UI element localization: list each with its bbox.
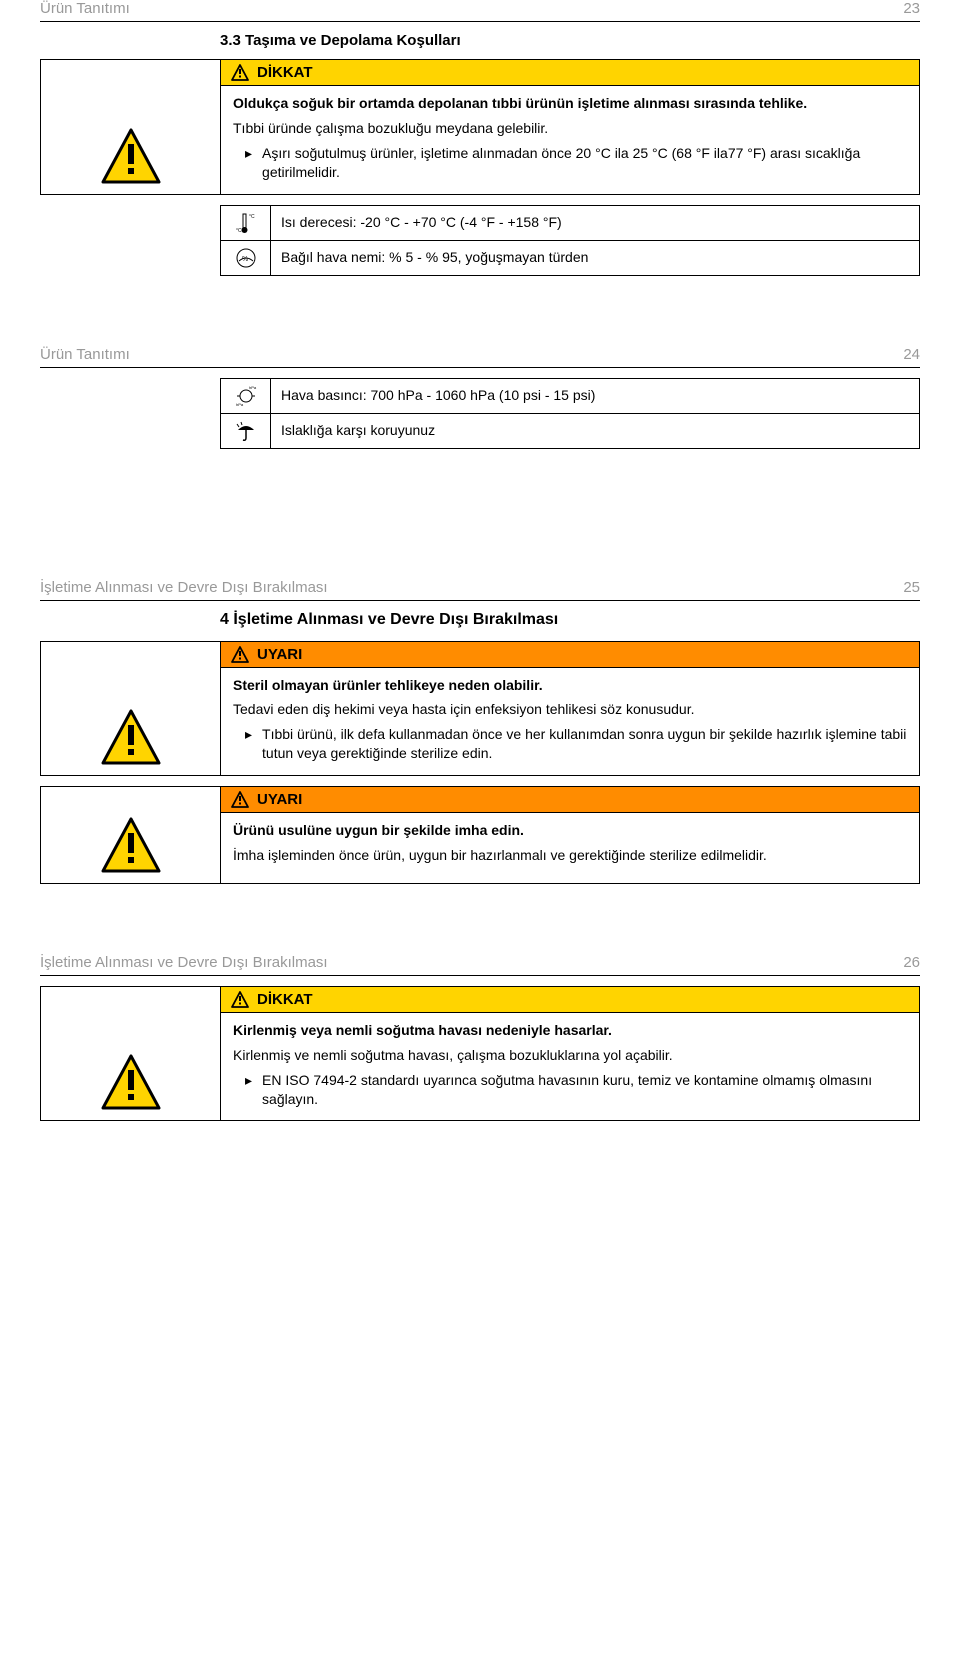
caution-lead: Oldukça soğuk bir ortamda depolanan tıbb…	[233, 95, 807, 111]
icon-cell	[221, 206, 271, 240]
running-header: İşletime Alınması ve Devre Dışı Bırakılm…	[40, 954, 920, 971]
caution-lead: Kirlenmiş veya nemli soğutma havası nede…	[233, 1022, 612, 1038]
icon-cell	[221, 379, 271, 413]
page-number: 26	[903, 954, 920, 971]
caution-box: DİKKAT Kirlenmiş veya nemli soğutma hava…	[40, 986, 920, 1122]
warning-label: UYARI	[257, 646, 302, 663]
page-23: Ürün Tanıtımı 23 3.3 Taşıma ve Depolama …	[0, 0, 960, 276]
icon-cell	[221, 241, 271, 275]
warning-triangle-icon	[101, 817, 161, 873]
small-warning-icon	[231, 64, 249, 81]
bullet-text: Tıbbi ürünü, ilk defa kullanmadan önce v…	[262, 725, 907, 763]
warning-label-bar: UYARI	[221, 787, 919, 813]
warning-text: İmha işleminden önce ürün, uygun bir haz…	[233, 846, 907, 865]
caution-box: DİKKAT Oldukça soğuk bir ortamda depolan…	[40, 59, 920, 195]
table-row: Hava basıncı: 700 hPa - 1060 hPa (10 psi…	[221, 379, 919, 414]
table-row: Bağıl hava nemi: % 5 - % 95, yoğuşmayan …	[221, 241, 919, 275]
humidity-range: Bağıl hava nemi: % 5 - % 95, yoğuşmayan …	[271, 241, 919, 275]
table-row: Isı derecesi: -20 °C - +70 °C (-4 °F - +…	[221, 206, 919, 241]
warning-bullet: ▸ Tıbbi ürünü, ilk defa kullanmadan önce…	[245, 725, 907, 763]
caution-label: DİKKAT	[257, 64, 313, 81]
bullet-text: EN ISO 7494-2 standardı uyarınca soğutma…	[262, 1071, 907, 1109]
caution-text: Kirlenmiş ve nemli soğutma havası, çalış…	[233, 1046, 907, 1065]
caution-bullet: ▸ Aşırı soğutulmuş ürünler, işletime alı…	[245, 144, 907, 182]
warning-content: UYARI Ürünü usulüne uygun bir şekilde im…	[221, 787, 919, 883]
warning-label: UYARI	[257, 791, 302, 808]
bullet-marker: ▸	[245, 144, 252, 182]
header-title: Ürün Tanıtımı	[40, 0, 130, 17]
caution-label: DİKKAT	[257, 991, 313, 1008]
caution-body: Kirlenmiş veya nemli soğutma havası nede…	[221, 1013, 919, 1121]
bullet-marker: ▸	[245, 725, 252, 763]
warning-text: Tedavi eden diş hekimi veya hasta için e…	[233, 700, 907, 719]
header-title: Ürün Tanıtımı	[40, 346, 130, 363]
caution-label-bar: DİKKAT	[221, 987, 919, 1013]
storage-conditions-table: Hava basıncı: 700 hPa - 1060 hPa (10 psi…	[220, 378, 920, 449]
warning-icon-cell	[41, 787, 221, 883]
icon-cell	[221, 414, 271, 448]
warning-box: UYARI Ürünü usulüne uygun bir şekilde im…	[40, 786, 920, 884]
warning-triangle-icon	[101, 709, 161, 765]
page-number: 25	[903, 579, 920, 596]
warning-triangle-icon	[101, 1054, 161, 1110]
warning-icon-cell	[41, 987, 221, 1121]
warning-icon-cell	[41, 60, 221, 194]
header-title: İşletime Alınması ve Devre Dışı Bırakılm…	[40, 579, 328, 596]
caution-content: DİKKAT Oldukça soğuk bir ortamda depolan…	[221, 60, 919, 194]
bullet-marker: ▸	[245, 1071, 252, 1109]
caution-content: DİKKAT Kirlenmiş veya nemli soğutma hava…	[221, 987, 919, 1121]
warning-lead: Steril olmayan ürünler tehlikeye neden o…	[233, 677, 543, 693]
warning-triangle-icon	[101, 128, 161, 184]
running-header: Ürün Tanıtımı 24	[40, 346, 920, 363]
storage-conditions-table: Isı derecesi: -20 °C - +70 °C (-4 °F - +…	[220, 205, 920, 276]
page-26: İşletime Alınması ve Devre Dışı Bırakılm…	[0, 954, 960, 1122]
warning-content: UYARI Steril olmayan ürünler tehlikeye n…	[221, 642, 919, 776]
table-row: Islaklığa karşı koruyunuz	[221, 414, 919, 448]
warning-icon-cell	[41, 642, 221, 776]
bullet-text: Aşırı soğutulmuş ürünler, işletime alınm…	[262, 144, 907, 182]
warning-body: Steril olmayan ürünler tehlikeye neden o…	[221, 668, 919, 776]
page-25: İşletime Alınması ve Devre Dışı Bırakılm…	[0, 579, 960, 884]
page-number: 23	[903, 0, 920, 17]
header-title: İşletime Alınması ve Devre Dışı Bırakılm…	[40, 954, 328, 971]
section-heading: 3.3 Taşıma ve Depolama Koşulları	[220, 32, 920, 49]
header-rule	[40, 367, 920, 368]
header-rule	[40, 975, 920, 976]
pressure-icon	[235, 385, 257, 407]
header-rule	[40, 21, 920, 22]
pressure-range: Hava basıncı: 700 hPa - 1060 hPa (10 psi…	[271, 379, 919, 413]
caution-body: Oldukça soğuk bir ortamda depolanan tıbb…	[221, 86, 919, 194]
warning-lead: Ürünü usulüne uygun bir şekilde imha edi…	[233, 822, 524, 838]
warning-box: UYARI Steril olmayan ürünler tehlikeye n…	[40, 641, 920, 777]
running-header: Ürün Tanıtımı 23	[40, 0, 920, 17]
caution-text: Tıbbi üründe çalışma bozukluğu meydana g…	[233, 119, 907, 138]
caution-label-bar: DİKKAT	[221, 60, 919, 86]
header-rule	[40, 600, 920, 601]
small-warning-icon	[231, 791, 249, 808]
running-header: İşletime Alınması ve Devre Dışı Bırakılm…	[40, 579, 920, 596]
humidity-icon	[235, 247, 257, 269]
umbrella-icon	[235, 420, 257, 442]
temp-range: Isı derecesi: -20 °C - +70 °C (-4 °F - +…	[271, 206, 919, 240]
warning-label-bar: UYARI	[221, 642, 919, 668]
small-warning-icon	[231, 991, 249, 1008]
thermometer-icon	[235, 212, 257, 234]
caution-bullet: ▸ EN ISO 7494-2 standardı uyarınca soğut…	[245, 1071, 907, 1109]
chapter-heading: 4 İşletime Alınması ve Devre Dışı Bırakı…	[220, 611, 920, 629]
moisture-note: Islaklığa karşı koruyunuz	[271, 414, 919, 448]
page-number: 24	[903, 346, 920, 363]
page-24: Ürün Tanıtımı 24 Hava basıncı: 700 hPa -…	[0, 346, 960, 449]
small-warning-icon	[231, 646, 249, 663]
warning-body: Ürünü usulüne uygun bir şekilde imha edi…	[221, 813, 919, 883]
